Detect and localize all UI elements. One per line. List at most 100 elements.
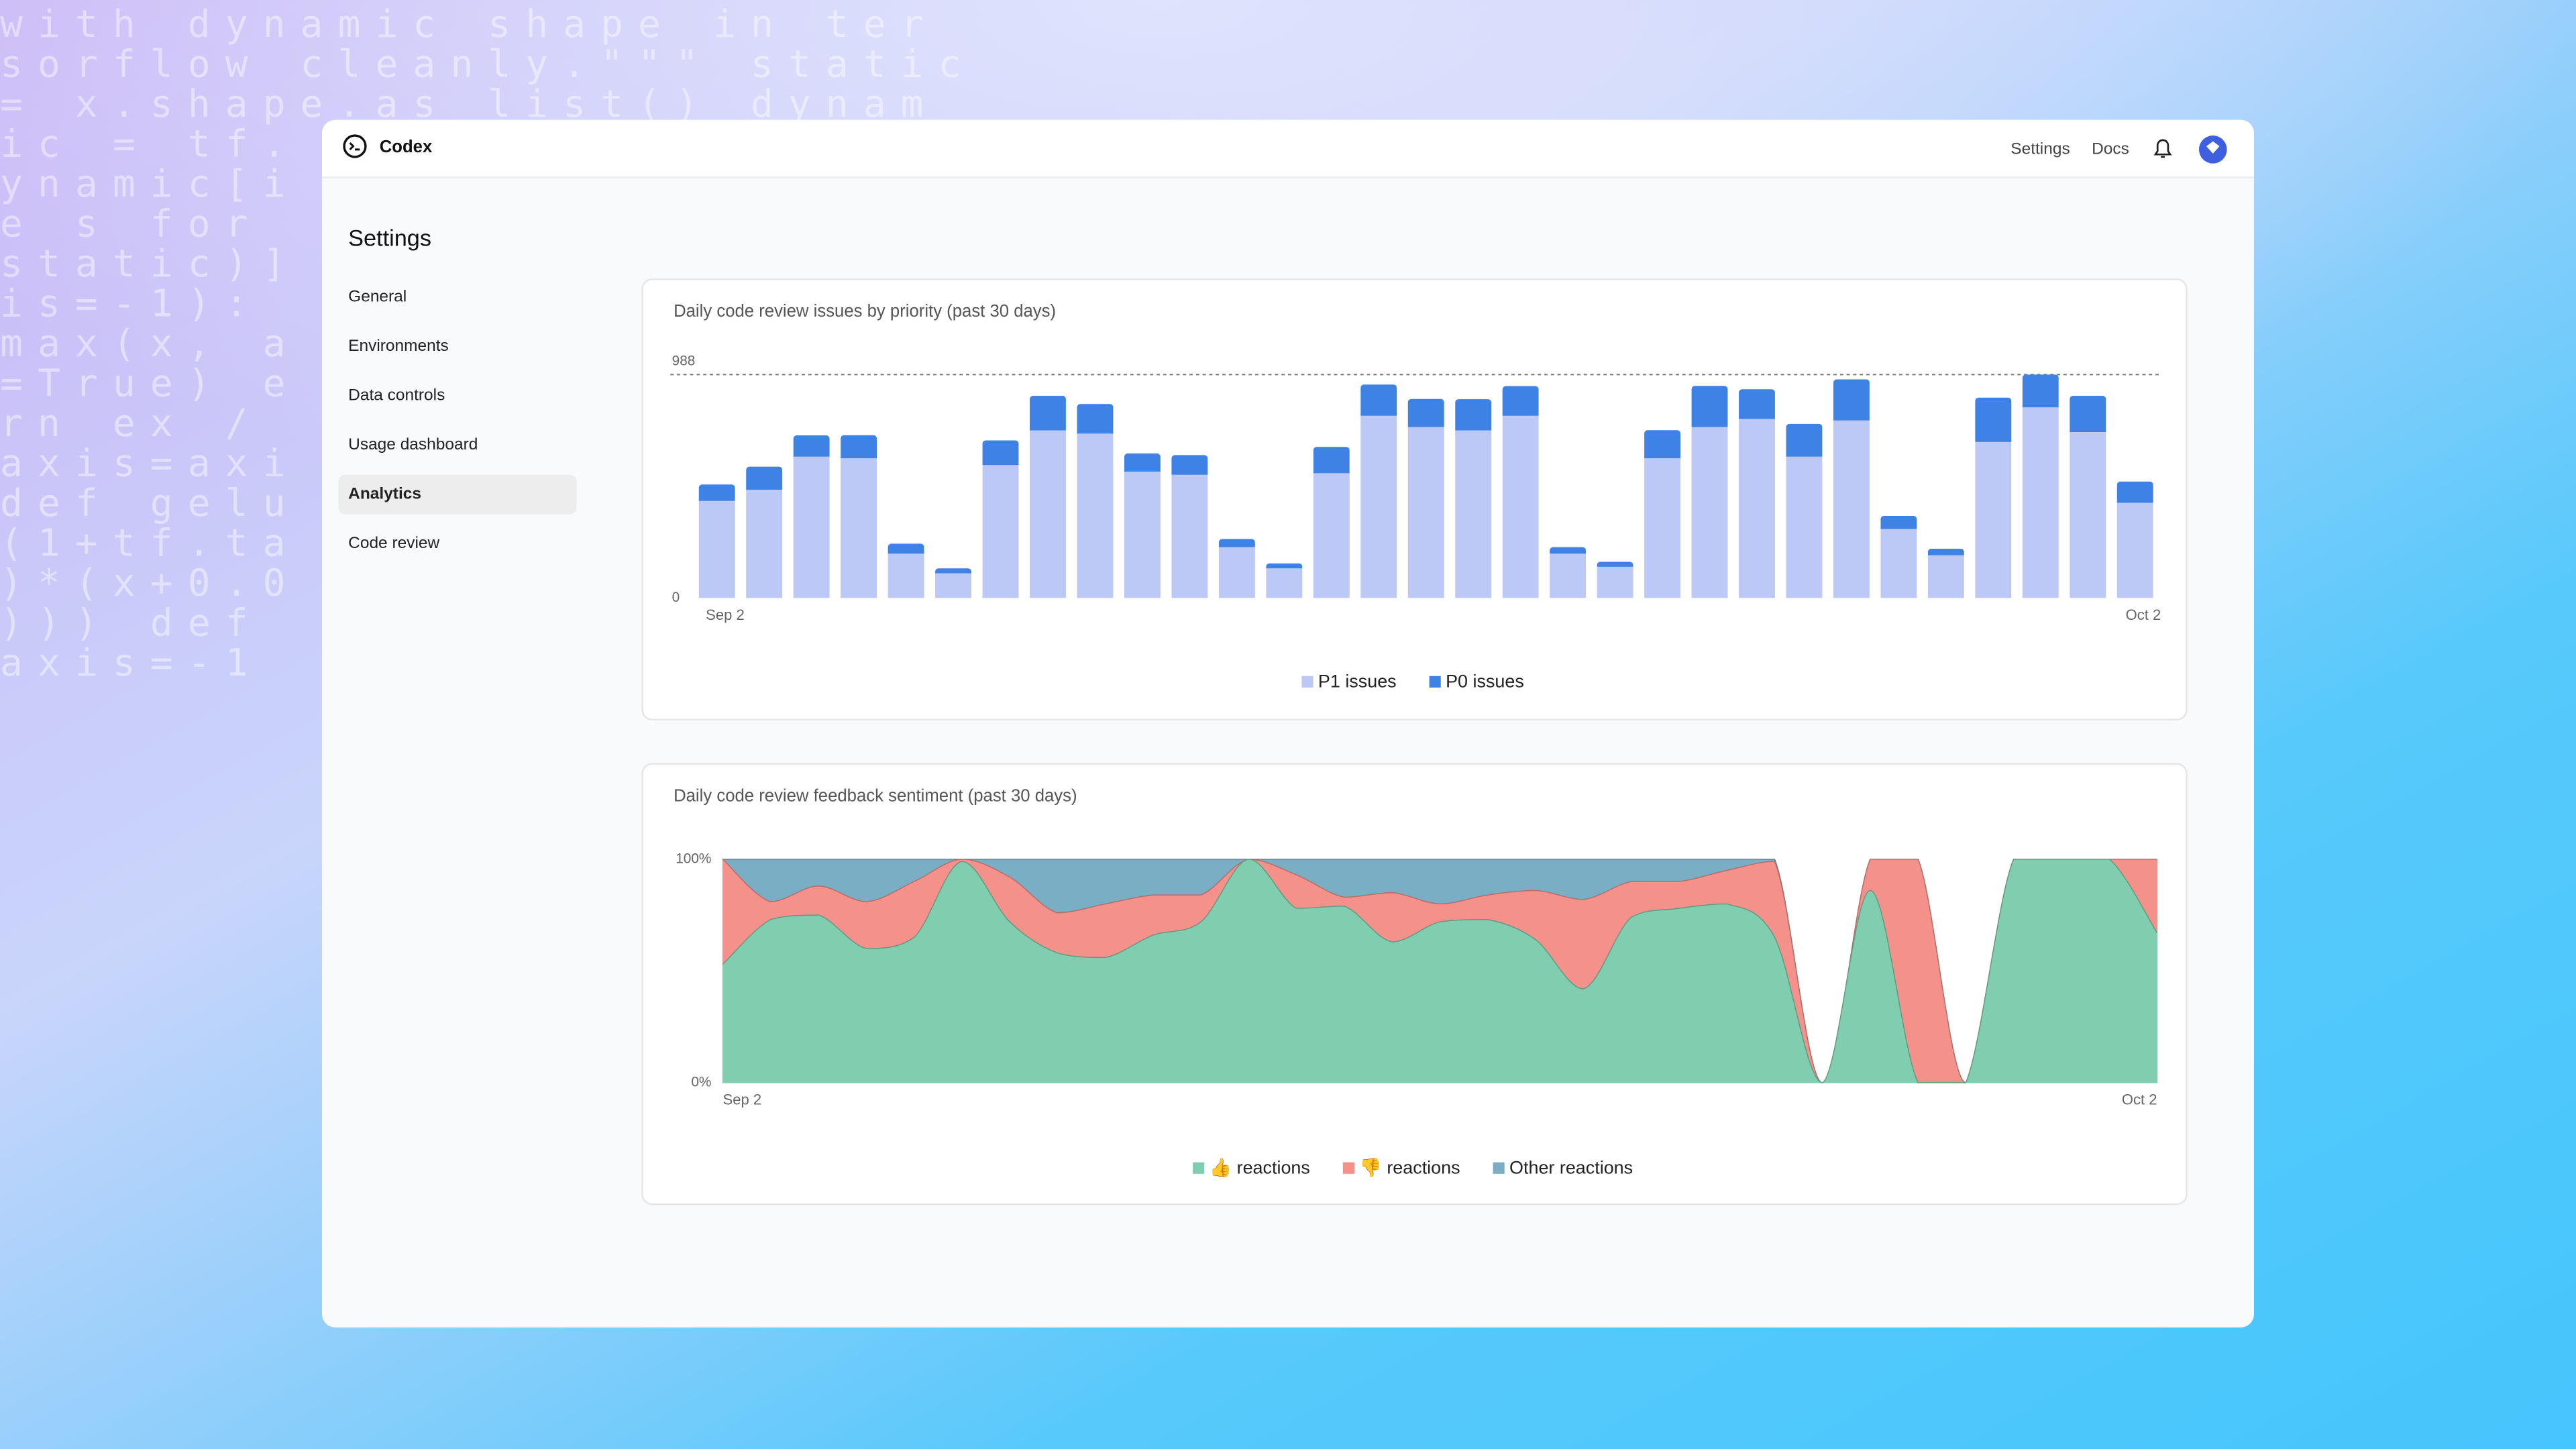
bar-segment: [2116, 481, 2153, 503]
code-line: rn ex /: [0, 402, 263, 445]
bar-segment: [2070, 431, 2106, 598]
code-line: axis=axi: [0, 441, 301, 485]
code-line: ic = tf.: [0, 122, 301, 166]
bar-segment: [1691, 386, 1728, 427]
bar-segment: [1880, 516, 1917, 529]
header-link[interactable]: Settings: [2010, 140, 2070, 158]
area: [722, 859, 2158, 1083]
bar-segment: [888, 543, 924, 554]
code-line: with dynamic shape in ter: [0, 3, 938, 46]
bar-segment: [1077, 404, 1114, 434]
bar-segment: [1550, 553, 1587, 598]
bar-segment: [1833, 379, 1870, 421]
bar-segment: [1171, 474, 1208, 598]
y-tick-label: 100%: [676, 851, 711, 866]
nav-item[interactable]: Environments: [348, 337, 449, 355]
bar-segment: [1266, 568, 1303, 598]
bar-segment: [841, 458, 877, 598]
bar-segment: [1975, 441, 2012, 598]
bar-segment: [793, 456, 830, 598]
bar-segment: [698, 500, 735, 598]
bar-segment: [1360, 384, 1397, 416]
bar-segment: [888, 553, 924, 598]
bar-segment: [1313, 447, 1350, 474]
nav-item[interactable]: Usage dashboard: [348, 435, 478, 453]
code-line: (1+tf.ta: [0, 521, 301, 565]
chart-title: Daily code review issues by priority (pa…: [674, 302, 1056, 321]
nav-item[interactable]: Code review: [348, 534, 439, 552]
bar-segment: [1124, 453, 1161, 472]
notifications-icon[interactable]: [2153, 139, 2172, 158]
legend-label: Other reactions: [1509, 1158, 1633, 1178]
code-line: =True) e: [0, 362, 301, 405]
sidebar-nav: General Environments Data controls Usage da…: [338, 288, 577, 552]
app-name[interactable]: Codex: [380, 138, 433, 156]
code-line: = x.shape.as list() dynam: [0, 83, 938, 126]
legend-swatch: [1342, 1162, 1354, 1174]
nav-item[interactable]: General: [348, 288, 407, 306]
code-line: is=-1):: [0, 282, 263, 325]
code-line: def gelu: [0, 482, 301, 525]
bar-segment: [1597, 566, 1633, 598]
bar-segment: [935, 568, 971, 574]
bar-segment: [1502, 386, 1539, 416]
bar-segment: [841, 435, 877, 459]
bar-segment: [1975, 397, 2012, 442]
bar-segment: [1833, 420, 1870, 598]
bar-segment: [1077, 433, 1114, 598]
bar-segment: [1360, 415, 1397, 598]
bar-segment: [2116, 502, 2153, 598]
nav-item[interactable]: Analytics: [348, 485, 421, 503]
x-tick-label: Sep 2: [723, 1091, 762, 1108]
bar-segment: [1739, 389, 1775, 419]
bar-segment: [1597, 561, 1633, 567]
bar-segment: [1502, 415, 1539, 598]
legend-swatch: [1493, 1162, 1505, 1174]
header-link[interactable]: Docs: [2092, 140, 2129, 158]
app-logo-glyph: [349, 142, 360, 151]
legend: P1 issues P0 issues: [1301, 672, 1524, 692]
chart-title: Daily code review feedback sentiment (pa…: [674, 787, 1077, 806]
bar-segment: [1644, 458, 1680, 598]
x-tick-label: Oct 2: [2126, 606, 2161, 623]
bar-segment: [1927, 548, 1964, 555]
nav-item[interactable]: Data controls: [348, 386, 445, 405]
bar-segment: [1739, 419, 1775, 598]
legend-swatch: [1429, 676, 1441, 688]
area-edge: [722, 859, 2157, 1083]
bar-segment: [1691, 427, 1728, 598]
code-line: axis=-1: [0, 641, 263, 685]
bar-segment: [1644, 430, 1680, 459]
nav-active-bg: [338, 474, 577, 515]
y-tick-label: 0%: [691, 1074, 711, 1089]
bar-segment: [2070, 396, 2106, 432]
sidebar-title: Settings: [348, 226, 431, 252]
bar-segment: [1786, 456, 1823, 598]
bar-segment: [698, 484, 735, 501]
bar-segment: [1171, 455, 1208, 475]
y-tick-label: 988: [672, 353, 696, 368]
bar-segment: [746, 466, 783, 490]
bar-segment: [982, 465, 1019, 598]
bar-segment: [1786, 423, 1823, 457]
bar-segment: [1313, 473, 1350, 598]
x-tick-label: Oct 2: [2122, 1091, 2157, 1108]
area-edge: [722, 859, 2158, 1083]
avatar-glyph: [2206, 141, 2220, 154]
bar-segment: [1030, 430, 1066, 598]
code-line: )*(x+0.0: [0, 561, 301, 605]
code-line: static)]: [0, 242, 301, 286]
code-line: ))) def: [0, 601, 263, 645]
legend-label: P0 issues: [1446, 672, 1524, 692]
code-line: max(x, a: [0, 322, 301, 366]
header-bar: [322, 119, 2254, 178]
bar-segment: [1266, 563, 1303, 569]
charts: 0 988 Sep 2 Oct 2 P1 issues P0 issues 0% 100% Se…: [670, 353, 2162, 1178]
app-logo[interactable]: [343, 134, 367, 158]
legend-swatch: [1301, 676, 1313, 688]
bar-segment: [1455, 430, 1492, 598]
y-tick-label: 0: [672, 590, 680, 605]
legend: 👍 reactions 👎 reactions Other reactions: [1193, 1157, 1633, 1178]
